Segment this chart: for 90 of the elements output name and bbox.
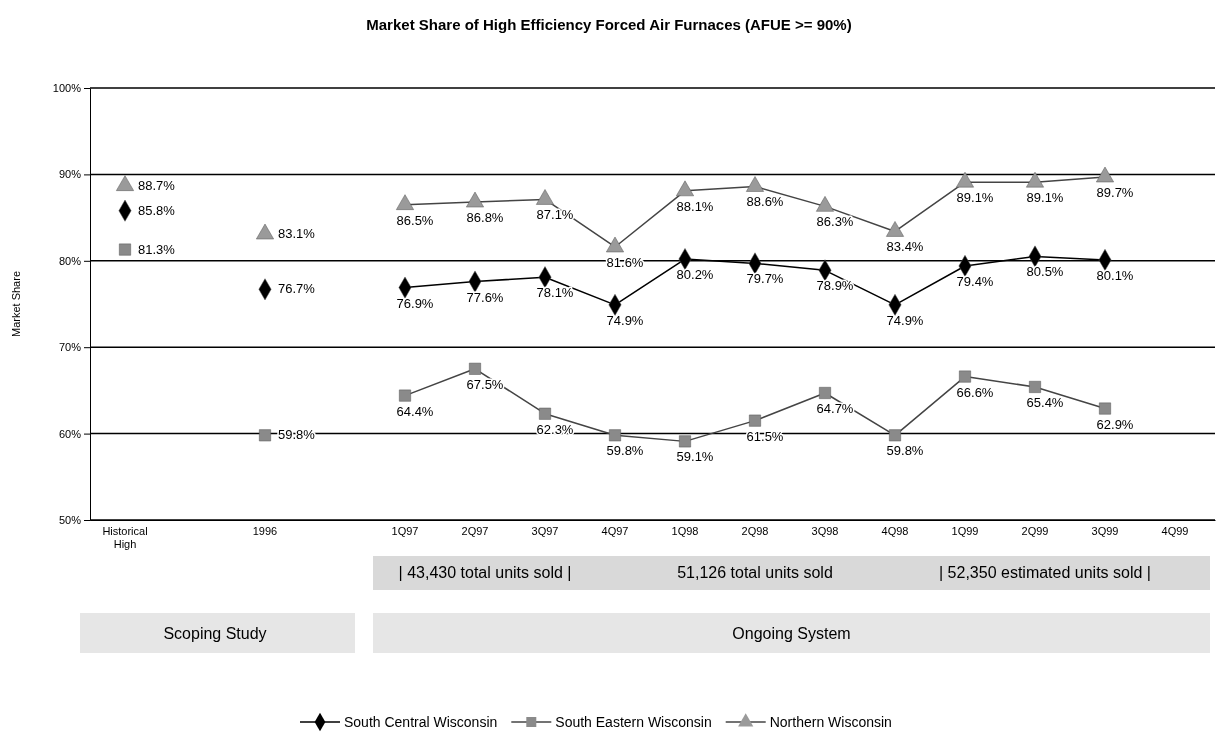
data-label: 79.7% xyxy=(746,271,784,287)
data-label: 65.4% xyxy=(1026,394,1064,410)
point xyxy=(1026,171,1044,188)
point xyxy=(819,387,831,399)
point xyxy=(749,414,761,427)
text: Scoping Study xyxy=(163,625,267,642)
y-tick-label: 70% xyxy=(58,341,82,354)
y-tick-label: 50% xyxy=(58,514,82,527)
y-tick-label: 100% xyxy=(52,82,82,95)
point xyxy=(816,196,834,212)
data-label: 83.1% xyxy=(278,226,316,242)
point xyxy=(1029,380,1041,393)
x-tick-label: 2Q97 xyxy=(461,525,489,537)
point xyxy=(116,175,134,191)
point xyxy=(536,189,554,205)
data-label: 86.3% xyxy=(816,214,854,230)
x-tick-label: 3Q99 xyxy=(1091,525,1119,537)
data-label: 88.7% xyxy=(138,177,176,193)
point xyxy=(609,429,621,442)
point xyxy=(606,236,624,253)
x-tick-label: 2Q98 xyxy=(741,525,769,537)
data-label: 89.1% xyxy=(956,190,994,206)
point xyxy=(259,429,271,442)
point xyxy=(679,435,691,448)
point xyxy=(256,223,274,240)
text: 51,126 total units sold xyxy=(677,564,833,581)
point xyxy=(746,176,764,192)
text: | 43,430 total units sold | xyxy=(398,564,572,581)
legend-label: South Eastern Wisconsin xyxy=(555,714,712,730)
data-label: 76.7% xyxy=(278,281,316,297)
x-tick-label: 1Q99 xyxy=(951,525,979,537)
point xyxy=(956,171,974,188)
data-label: 78.1% xyxy=(536,285,574,301)
data-label: 79.4% xyxy=(956,273,994,289)
y-axis-title: Market Share xyxy=(10,270,22,338)
y-tick-label: 90% xyxy=(58,168,82,181)
legend-label: Northern Wisconsin xyxy=(769,714,892,730)
legend-label: South Central Wisconsin xyxy=(344,714,498,730)
data-label: 59.1% xyxy=(676,449,714,465)
x-tick-label: 1996 xyxy=(252,525,278,537)
x-tick-label: 4Q99 xyxy=(1161,525,1189,537)
data-label: 85.8% xyxy=(138,202,176,218)
point xyxy=(676,180,694,197)
x-tick-label: Historical High xyxy=(102,525,148,550)
data-label: 64.7% xyxy=(816,400,854,416)
data-label: 81.3% xyxy=(138,241,176,257)
x-tick-label: 3Q97 xyxy=(531,525,559,537)
data-label: 67.5% xyxy=(466,376,504,392)
x-tick-label: 4Q97 xyxy=(601,525,629,537)
data-label: 88.1% xyxy=(676,198,714,214)
text: Ongoing System xyxy=(732,625,851,642)
point xyxy=(466,191,484,208)
data-label: 80.2% xyxy=(676,267,714,283)
point xyxy=(889,429,901,442)
data-label: 80.1% xyxy=(1096,267,1134,283)
text: | 52,350 estimated units sold | xyxy=(939,564,1151,581)
data-label: 62.9% xyxy=(1096,416,1134,432)
data-label: 74.9% xyxy=(886,312,924,328)
data-label: 88.6% xyxy=(746,194,784,210)
chart-title: Market Share of High Efficiency Forced Air Furnaces (AFUE >= 90%) xyxy=(366,16,852,33)
point xyxy=(399,389,411,402)
x-tick-label: 3Q98 xyxy=(811,525,839,537)
y-tick-label: 60% xyxy=(58,427,82,440)
data-label: 59.8% xyxy=(606,443,644,459)
x-tick-label: 1Q98 xyxy=(671,525,699,537)
point xyxy=(539,407,551,420)
point xyxy=(1096,166,1114,183)
data-label: 86.5% xyxy=(396,212,434,228)
x-tick-label: 2Q99 xyxy=(1021,525,1049,537)
data-label: 76.9% xyxy=(396,295,434,311)
y-tick-label: 80% xyxy=(58,254,82,267)
data-label: 83.4% xyxy=(886,239,924,255)
point xyxy=(396,194,414,210)
point xyxy=(959,370,971,383)
data-label: 64.4% xyxy=(396,403,434,419)
data-label: 74.9% xyxy=(606,312,644,328)
data-label: 89.1% xyxy=(1026,190,1064,206)
data-label: 89.7% xyxy=(1096,184,1134,200)
point xyxy=(886,221,904,237)
data-label: 80.5% xyxy=(1026,264,1064,280)
data-label: 59.8% xyxy=(886,443,924,459)
point xyxy=(1099,402,1111,415)
x-tick-label: 4Q98 xyxy=(881,525,909,537)
data-label: 86.8% xyxy=(466,210,504,226)
x-tick-label: 1Q97 xyxy=(391,525,419,537)
point xyxy=(119,243,131,256)
data-label: 78.9% xyxy=(816,278,854,294)
point xyxy=(469,362,481,375)
data-label: 77.6% xyxy=(466,289,504,305)
data-label: 66.6% xyxy=(956,384,994,400)
